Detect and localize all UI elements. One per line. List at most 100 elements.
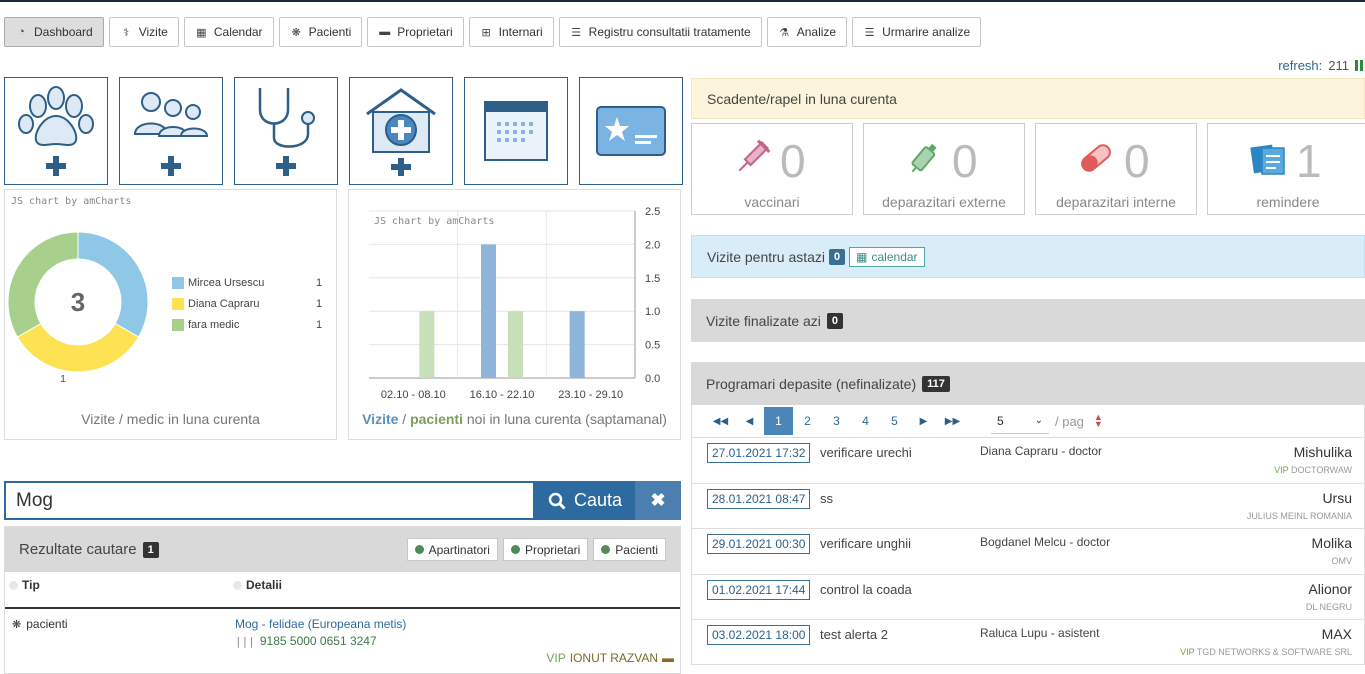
first-page-icon[interactable]: ◀◀ xyxy=(712,415,729,427)
appointment-date[interactable]: 27.01.2021 17:32 xyxy=(707,443,811,463)
search-button[interactable]: Cauta xyxy=(535,481,635,520)
page-2[interactable]: 2 xyxy=(804,414,811,428)
nav-pacienti[interactable]: ❋ Pacienti xyxy=(278,17,363,47)
filter-dot-icon xyxy=(414,545,424,554)
donut-legend: Mircea Ursescu 1 Diana Capraru 1 fara medi… xyxy=(172,272,322,335)
list-icon: ☰ xyxy=(864,26,875,39)
page-5[interactable]: 5 xyxy=(891,414,898,428)
patient-link[interactable]: Mog - felidae (Europeana metis) xyxy=(235,617,407,631)
page-4[interactable]: 4 xyxy=(862,414,869,428)
appointments-label: Programari depasite (nefinalizate) xyxy=(706,375,917,392)
briefcase-icon: ▬ xyxy=(662,651,674,665)
appointment-row[interactable]: 29.01.2021 00:30 verificare unghii Bogda… xyxy=(692,528,1364,574)
deparazitari-externe-label: deparazitari externe xyxy=(882,194,1006,210)
appointment-date[interactable]: 03.02.2021 18:00 xyxy=(707,625,811,646)
add-hospitalization-tile[interactable] xyxy=(349,77,453,185)
appointment-row[interactable]: 03.02.2021 18:00 test alerta 2 Raluca Lu… xyxy=(692,619,1364,665)
calendar-button[interactable]: ▦ calendar xyxy=(849,246,925,267)
counter-deparazitari-interne[interactable]: 0 deparazitari interne xyxy=(1035,123,1197,215)
appointment-date[interactable]: 28.01.2021 08:47 xyxy=(707,488,811,509)
counter-vaccinari[interactable]: 0 vaccinari xyxy=(691,123,853,215)
appointment-doctor: Raluca Lupu - asistent xyxy=(980,626,1100,641)
add-visit-tile[interactable] xyxy=(234,77,338,185)
nav-registru[interactable]: ☰ Registru consultatii tratamente xyxy=(558,17,762,47)
main-nav: ◔ Dashboard ⚕ Vizite ▦ Calendar ❋ Pacienti ▬… xyxy=(4,17,982,47)
filter-proprietari[interactable]: Proprietari xyxy=(502,538,589,561)
page-1[interactable]: 1 xyxy=(764,407,793,435)
sort-arrows-icon[interactable]: ▲ ▼ xyxy=(1093,412,1103,429)
legend-item[interactable]: fara medic 1 xyxy=(172,314,322,335)
counter-deparazitari-externe[interactable]: 0 deparazitari externe xyxy=(863,123,1025,215)
filter-dot-icon xyxy=(510,545,520,554)
page-3[interactable]: 3 xyxy=(833,414,840,428)
visits-finished-label: Vizite finalizate azi xyxy=(706,312,821,329)
legend-item[interactable]: Diana Capraru 1 xyxy=(172,293,322,314)
chart-credit: JS chart by amCharts xyxy=(374,216,495,227)
legend-item[interactable]: Mircea Ursescu 1 xyxy=(172,272,322,293)
donut-slice[interactable] xyxy=(16,322,140,373)
appointment-row[interactable]: 28.01.2021 08:47 ss Ursu JULIUS MEINL RO… xyxy=(692,482,1364,529)
calendar-large-icon xyxy=(484,101,548,161)
appointments-count: 117 xyxy=(922,375,950,392)
donut-slice[interactable] xyxy=(7,231,79,338)
appointment-date[interactable]: 29.01.2021 00:30 xyxy=(707,534,811,555)
y-tick-label: 2.0 xyxy=(645,239,660,251)
appointment-patient[interactable]: Molika xyxy=(1311,535,1352,552)
nav-internari[interactable]: ⊞ Internari xyxy=(468,17,554,47)
x-tick-label: 02.10 - 08.10 xyxy=(381,389,446,401)
add-owner-tile[interactable] xyxy=(119,77,223,185)
per-page-select[interactable]: 5 ⌄ xyxy=(991,408,1049,434)
nav-proprietari[interactable]: ▬ Proprietari xyxy=(367,17,464,47)
appointment-patient[interactable]: Mishulika xyxy=(1293,444,1352,460)
appointment-patient[interactable]: Alionor xyxy=(1308,580,1352,597)
column-tip[interactable]: Tip xyxy=(9,578,40,592)
clear-search-button[interactable]: ✖ xyxy=(635,481,681,520)
appointment-row[interactable]: 27.01.2021 17:32 verificare urechi Diana… xyxy=(692,437,1364,483)
appointments-bar: Programari depasite (nefinalizate) 117 xyxy=(691,362,1365,405)
dashboard-icon: ◔ xyxy=(18,26,25,38)
donut-chart: 31 xyxy=(7,231,149,385)
nav-analize[interactable]: ⚗ Analize xyxy=(766,17,848,47)
bar-pacienti[interactable] xyxy=(419,311,435,378)
owner-name[interactable]: IONUT RAZVAN xyxy=(569,651,658,665)
appointment-patient[interactable]: Ursu xyxy=(1322,489,1352,506)
prev-page-icon[interactable]: ◀ xyxy=(745,415,754,427)
next-page-icon[interactable]: ▶ xyxy=(919,415,928,427)
search-input[interactable] xyxy=(4,481,535,520)
filter-pacienti[interactable]: Pacienti xyxy=(593,538,666,561)
counter-remindere[interactable]: 1 remindere xyxy=(1207,123,1365,215)
add-patient-tile[interactable] xyxy=(4,77,108,185)
result-row[interactable]: ❋ pacienti Mog - felidae (Europeana meti… xyxy=(5,609,680,669)
appointment-owner: DL NEGRU xyxy=(1305,601,1352,612)
syringe-icon xyxy=(738,139,771,172)
calendar-tile[interactable] xyxy=(464,77,568,185)
appointment-patient[interactable]: MAX xyxy=(1321,626,1352,643)
appointment-doctor: Bogdanel Melcu - doctor xyxy=(980,535,1111,550)
list-icon: ☰ xyxy=(571,26,582,39)
column-detalii[interactable]: Detalii xyxy=(233,578,282,592)
bar-pacienti[interactable] xyxy=(508,311,523,378)
nav-dashboard[interactable]: ◔ Dashboard xyxy=(4,17,104,47)
filter-apartinatori[interactable]: Apartinatori xyxy=(406,538,498,561)
donut-slice[interactable] xyxy=(77,231,149,338)
flask-icon: ⚗ xyxy=(779,26,790,39)
deparazitari-externe-count: 0 xyxy=(952,135,978,187)
appointment-date[interactable]: 01.02.2021 17:44 xyxy=(707,579,811,600)
microchip-code: 9185 5000 0651 3247 xyxy=(259,634,377,648)
add-visit-stethoscope-icon xyxy=(258,87,315,176)
nav-calendar[interactable]: ▦ Calendar xyxy=(183,17,274,47)
appointment-row[interactable]: 01.02.2021 17:44 control la coada Aliono… xyxy=(692,573,1364,620)
remindere-label: remindere xyxy=(1256,194,1320,210)
bar-vizite[interactable] xyxy=(481,244,496,378)
vip-card-tile[interactable] xyxy=(579,77,683,185)
appointment-doctor: Diana Capraru - doctor xyxy=(980,444,1103,458)
nav-urmarire-analize[interactable]: ☰ Urmarire analize xyxy=(852,17,982,47)
pause-icon[interactable] xyxy=(1355,60,1363,71)
bar-vizite[interactable] xyxy=(569,311,585,378)
search-icon xyxy=(548,492,566,510)
last-page-icon[interactable]: ▶▶ xyxy=(944,415,961,427)
refresh-value: 211 xyxy=(1328,58,1349,73)
vaccinari-label: vaccinari xyxy=(744,194,800,210)
nav-vizite[interactable]: ⚕ Vizite xyxy=(108,17,179,47)
donut-center-label: 3 xyxy=(71,287,85,317)
